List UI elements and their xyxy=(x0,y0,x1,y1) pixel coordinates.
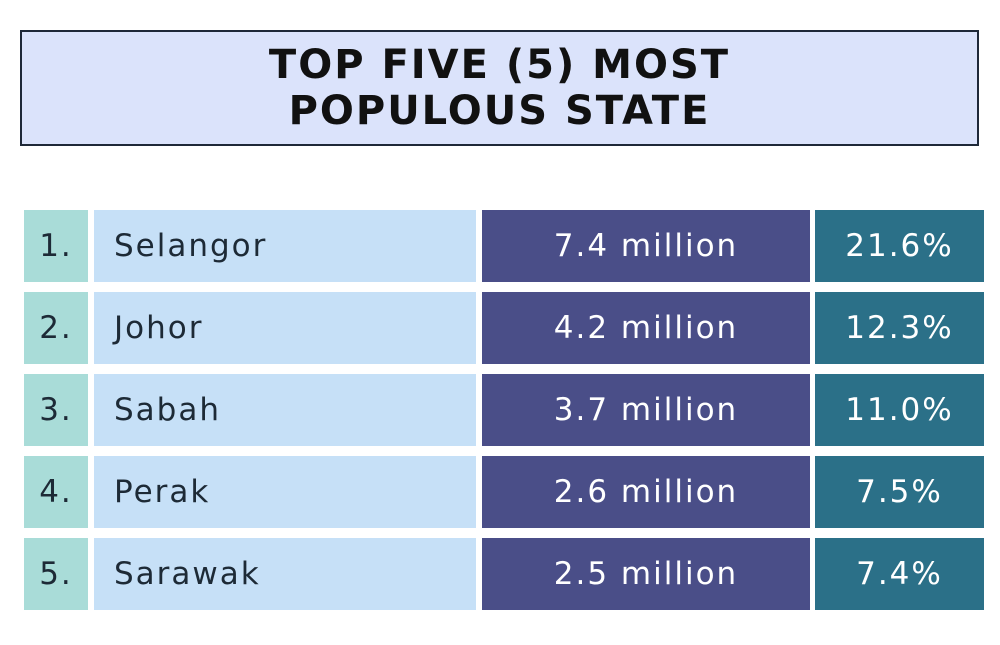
state-cell: Perak xyxy=(94,456,476,528)
state-cell: Selangor xyxy=(94,210,476,282)
percent-cell: 7.5% xyxy=(815,456,984,528)
percent-cell: 12.3% xyxy=(815,292,984,364)
title-line: TOP FIVE (5) MOST xyxy=(268,42,731,88)
rank-cell: 4. xyxy=(24,456,88,528)
population-cell: 7.4 million xyxy=(482,210,810,282)
title-line: POPULOUS STATE xyxy=(288,88,711,134)
state-cell: Johor xyxy=(94,292,476,364)
percent-cell: 21.6% xyxy=(815,210,984,282)
population-cell: 3.7 million xyxy=(482,374,810,446)
state-cell: Sarawak xyxy=(94,538,476,610)
population-cell: 2.6 million xyxy=(482,456,810,528)
state-cell: Sabah xyxy=(94,374,476,446)
title-box: TOP FIVE (5) MOST POPULOUS STATE xyxy=(20,30,979,146)
rank-cell: 1. xyxy=(24,210,88,282)
percent-cell: 11.0% xyxy=(815,374,984,446)
percent-cell: 7.4% xyxy=(815,538,984,610)
population-cell: 2.5 million xyxy=(482,538,810,610)
population-cell: 4.2 million xyxy=(482,292,810,364)
rank-cell: 5. xyxy=(24,538,88,610)
rank-cell: 2. xyxy=(24,292,88,364)
rank-cell: 3. xyxy=(24,374,88,446)
